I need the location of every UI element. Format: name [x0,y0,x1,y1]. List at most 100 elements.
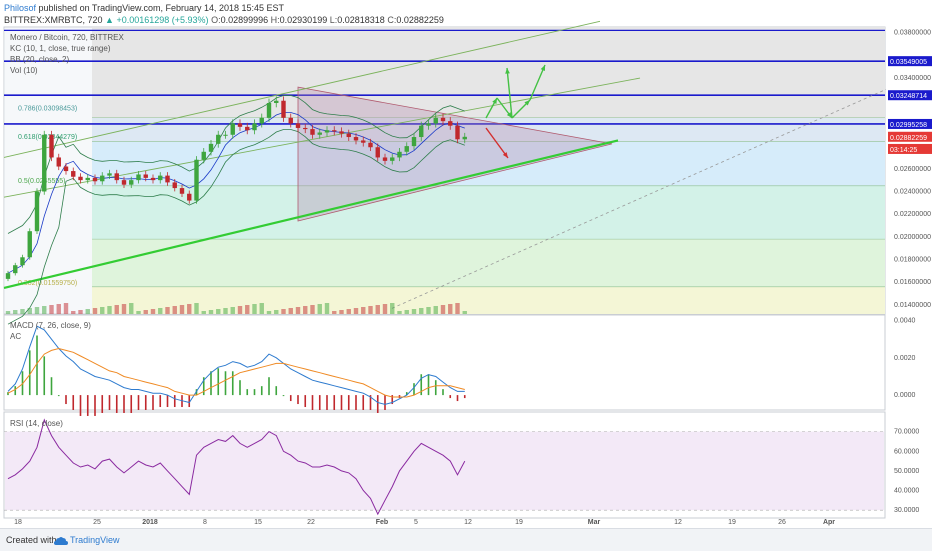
candle-body [324,130,330,133]
footer-created-with: Created with [6,535,57,545]
volume-bar [194,303,199,314]
price-tick-label: 0.03800000 [894,30,931,37]
cloud-icon [54,537,68,545]
volume-bar [382,304,388,314]
macd-histogram-bar [86,395,89,416]
tradingview-wordmark: TradingView [70,535,120,545]
candle-body [136,174,141,181]
macd-histogram-bar [355,395,357,410]
macd-histogram-bar [405,392,408,396]
tradingview-logo[interactable]: TradingView [54,532,120,546]
fib-level-label: 0.618(0.02844279) [18,134,77,141]
volume-bar [92,308,98,314]
volume-bar [107,306,112,314]
volume-bar [295,307,301,314]
volume-bar [411,309,417,314]
volume-bar [187,304,192,314]
symbol-label: BITTREX:XMRBTC, 720 [4,15,103,25]
price-tick-label: 0.02200000 [894,211,931,218]
macd-histogram-bar [36,335,38,396]
fib-level-label: 0.5(0.0245555) [18,178,65,185]
macd-histogram-bar [449,395,452,399]
macd-histogram-bar [246,389,249,396]
footer-bar: Created with TradingView [0,528,932,551]
macd-histogram-bar [362,395,365,410]
macd-histogram-bar [442,389,444,396]
price-tick-label: 0.02600000 [894,166,931,173]
macd-histogram-bar [159,395,162,408]
price-chart[interactable]: 0.786(0.03098453) 0.618(0.02844279) 0.5(0.… [0,0,932,528]
candle-body [339,131,344,134]
candle-body [332,130,337,132]
candle-body [42,134,47,192]
candle-body [107,173,112,176]
price-tick-label: 0.01400000 [894,302,931,309]
candle-body [252,123,257,131]
macd-histogram-bar [210,371,212,396]
volume-bar [281,309,286,314]
macd-histogram-bar [231,371,234,396]
high-value: 0.02930199 [279,15,328,25]
fib-level-label: 0.786(0.03098453) [18,105,77,112]
volume-bar [259,303,264,314]
candle-body [201,151,206,160]
volume-bar [324,303,330,314]
candle-body [288,117,293,124]
candle-body [49,134,54,158]
volume-bar [288,308,293,314]
bullish-arrow [524,100,530,106]
volume-bar [143,310,148,314]
volume-bar [158,308,163,314]
macd-line [7,325,465,405]
macd-histogram-bar [166,395,169,408]
triangle-pattern [297,86,613,222]
macd-histogram-bar [282,395,285,397]
candle-body [150,177,156,181]
volume-bar [179,305,185,314]
macd-histogram-bar [463,395,466,399]
price-marker-badge [888,90,932,101]
publish-line: Philosof published on TradingView.com, F… [4,3,284,13]
macd-histogram-bar [340,395,343,410]
candle-body [208,143,214,152]
macd-histogram-bar [115,395,118,413]
bearish-arrow [485,127,509,159]
volume-bar [440,305,446,314]
macd-histogram-bar [7,392,9,396]
volume-bar [245,305,250,314]
volume-bar [339,310,344,314]
macd-histogram-bar [144,395,147,410]
x-tick-label: 25 [93,519,101,526]
candle-body [375,147,380,158]
candle-body [27,231,32,258]
candle-body [353,137,359,141]
volume-bar [455,303,460,314]
price-marker-label: 0.02882259 [890,135,927,142]
volume-bar [201,311,206,314]
price-marker-label: 0.02995258 [890,122,927,129]
macd-histogram-bar [297,395,299,405]
fib-zone [92,27,885,118]
author-link[interactable]: Philosof [4,3,37,13]
low-value: 0.02818318 [337,15,385,25]
candle-body [230,123,235,135]
low-label: L: [329,15,338,25]
candle-body [361,140,366,143]
candle-body [5,273,11,279]
rsi-tick-label: 60.0000 [894,448,919,455]
volume-bar [20,309,25,314]
x-tick-label: Feb [376,519,388,526]
macd-tick-label: 0.0040 [894,318,916,325]
candle-body [13,265,18,274]
macd-histogram-bar [94,395,96,416]
macd-histogram-bar [318,395,321,410]
candle-body [100,175,105,182]
candle-body [346,133,351,138]
candle-body [426,123,431,126]
volume-bar [5,311,11,314]
x-tick-label: Mar [588,519,601,526]
macd-histogram-bar [123,395,125,413]
price-marker-label: 0.03248714 [890,93,927,100]
macd-pane [3,314,886,411]
price-marker-badge [888,118,932,129]
